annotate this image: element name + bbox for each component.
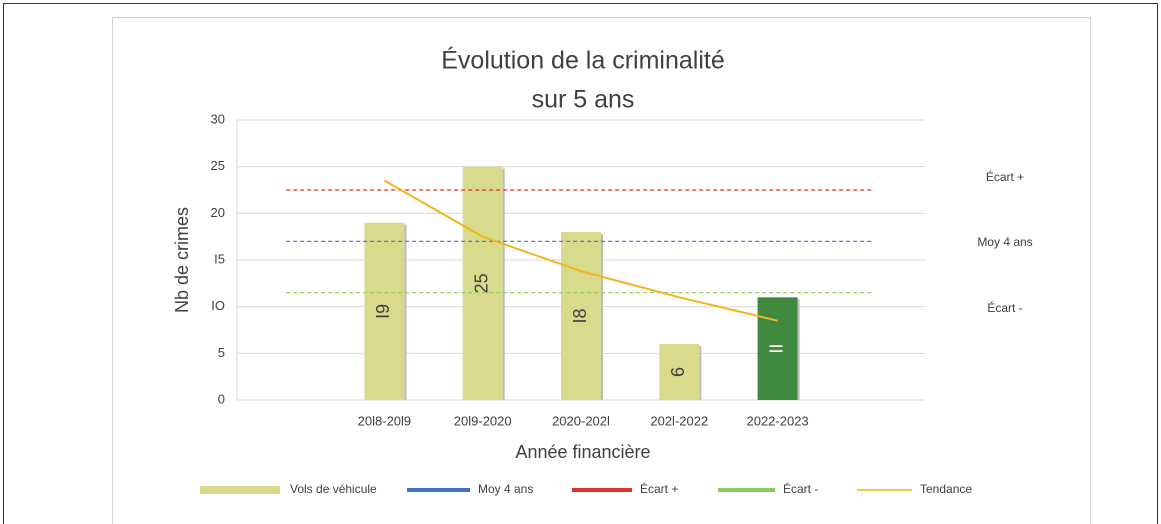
x-tick-label: 2022-2023 [746, 413, 808, 428]
y-tick-label: I5 [214, 251, 225, 266]
data-label: 6 [668, 367, 688, 377]
y-tick-label: 25 [211, 158, 225, 173]
x-tick-label: 2020-202l [552, 413, 610, 428]
outer-frame [3, 3, 1158, 524]
y-tick-label: 30 [211, 111, 225, 126]
bar [462, 166, 503, 400]
legend-label: Vols de véhicule [290, 482, 377, 496]
data-label: I8 [570, 308, 590, 323]
trend-line [383, 179, 778, 322]
legend-label: Moy 4 ans [478, 482, 533, 496]
y-tick-label: 0 [218, 391, 225, 406]
y-tick-label: 5 [218, 345, 225, 360]
x-tick-label: 20l9-2020 [454, 413, 512, 428]
bar [757, 297, 798, 400]
bar [561, 232, 601, 400]
data-label: II [766, 344, 786, 354]
legend-label: Tendance [920, 482, 972, 496]
y-tick-label: IO [211, 298, 225, 313]
data-label: 25 [471, 273, 491, 293]
y-axis-label: Nb de crimes [172, 207, 192, 313]
data-label: I9 [373, 304, 393, 319]
bar [659, 344, 700, 400]
bar [364, 222, 405, 400]
reference-label: Moy 4 ans [977, 235, 1032, 249]
y-tick-label: 20 [211, 205, 225, 220]
chart-subtitle: sur 5 ans [532, 86, 635, 114]
x-tick-label: 20l8-20l9 [358, 413, 412, 428]
x-axis-label: Année financière [515, 442, 650, 462]
legend-label: Écart + [640, 481, 678, 496]
chart-title: Évolution de la criminalité [441, 46, 724, 75]
legend-label: Écart - [783, 481, 818, 496]
reference-label: Écart - [987, 300, 1022, 315]
legend-swatch [200, 486, 280, 494]
reference-label: Écart + [986, 169, 1024, 184]
x-tick-label: 202l-2022 [650, 413, 708, 428]
